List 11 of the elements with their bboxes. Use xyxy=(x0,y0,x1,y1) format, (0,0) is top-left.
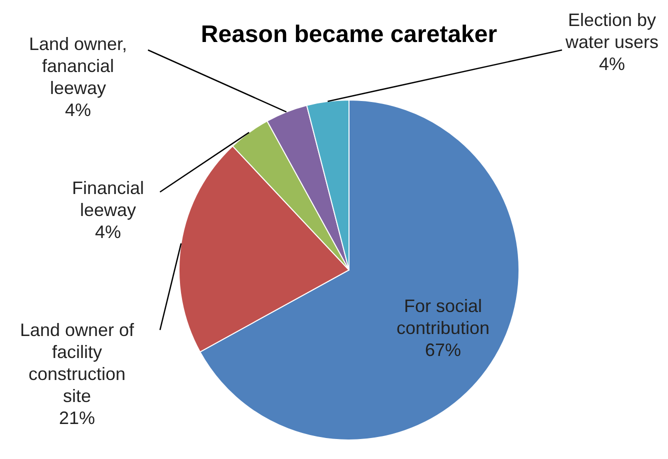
data-label: 4% xyxy=(94,222,122,242)
data-label: 67% xyxy=(424,340,462,360)
slice-label: Land owner of facility construction site xyxy=(20,320,136,406)
data-label: 4% xyxy=(598,54,626,74)
slice-label: Land owner, fanancial leeway xyxy=(28,34,128,98)
slice-label: Financial leeway xyxy=(72,178,144,220)
data-label: 21% xyxy=(58,408,96,428)
data-label: 4% xyxy=(64,100,92,120)
slice-label: For social contribution xyxy=(396,296,490,338)
slice-label: Election by water users xyxy=(564,10,659,52)
chart-title: Reason became caretaker xyxy=(200,21,498,48)
